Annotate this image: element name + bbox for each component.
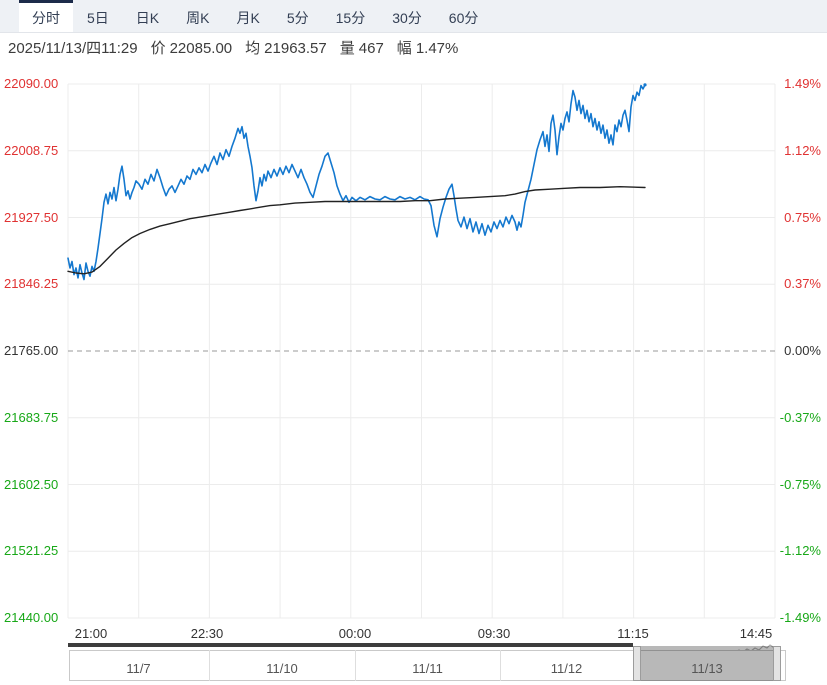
x-axis-label: 21:00: [74, 626, 108, 641]
quote-change-range: 幅 1.47%: [396, 40, 459, 57]
y-axis-left-label: 21927.50: [4, 209, 59, 225]
y-axis-right-label: -0.75%: [779, 476, 821, 492]
y-axis-left-label: 22008.75: [4, 142, 59, 158]
y-axis-right-label: -1.49%: [779, 610, 821, 625]
tab-15min[interactable]: 15分: [335, 9, 366, 26]
y-axis-left-label: 21765.00: [4, 343, 59, 358]
price-line-endpoint: [643, 83, 647, 87]
y-axis-right-label: 1.12%: [784, 142, 821, 158]
navigator-date-label: 11/7: [126, 661, 151, 676]
x-axis-label: 14:45: [739, 626, 773, 641]
tab-day-k[interactable]: 日K: [135, 9, 160, 26]
quote-volume: 量 467: [339, 40, 384, 57]
period-tabbar: 分时 5日 日K 周K 月K 5分 15分 30分 60分: [0, 0, 827, 33]
tab-month-k[interactable]: 月K: [236, 9, 260, 26]
quote-average: 均 21963.57: [245, 40, 327, 57]
tab-fenshi[interactable]: 分时: [19, 0, 73, 32]
navigator-date-label: 11/13: [691, 661, 723, 676]
price-line: [67, 84, 646, 281]
y-axis-right-label: 1.49%: [784, 76, 821, 91]
tab-5day[interactable]: 5日: [87, 9, 109, 26]
time-scrollbar[interactable]: [68, 643, 633, 647]
x-axis-label: 22:30: [190, 626, 224, 641]
average-line: [67, 185, 646, 275]
tab-week-k[interactable]: 周K: [186, 9, 210, 26]
y-axis-right-label: 0.75%: [784, 209, 821, 225]
y-axis-left-label: 21602.50: [4, 476, 59, 492]
y-axis-left-label: 22090.00: [4, 76, 59, 91]
navigator-divider: [209, 650, 210, 681]
y-axis-right-label: 0.00%: [784, 343, 821, 358]
x-axis-label: 00:00: [338, 626, 372, 641]
x-axis-label: 11:15: [617, 626, 649, 641]
y-axis-right-label: -1.12%: [779, 543, 821, 559]
tab-5min[interactable]: 5分: [286, 9, 309, 26]
navigator-handle-right[interactable]: [773, 646, 781, 681]
x-axis-label: 09:30: [477, 626, 511, 641]
navigator-date-label: 11/12: [550, 661, 583, 676]
tab-30min[interactable]: 30分: [392, 9, 422, 26]
navigator-divider: [355, 650, 356, 681]
y-axis-left-label: 21846.25: [4, 276, 59, 292]
tab-60min[interactable]: 60分: [448, 9, 479, 26]
navigator-date-label: 11/10: [266, 661, 298, 676]
quote-price: 价 22085.00: [150, 40, 233, 57]
y-axis-left-label: 21683.75: [4, 409, 59, 425]
navigator-divider: [500, 650, 501, 681]
navigator-date-label: 11/11: [412, 661, 443, 676]
y-axis-right-label: 0.37%: [784, 276, 821, 292]
date-navigator[interactable]: [69, 650, 786, 681]
y-axis-left-label: 21440.00: [4, 610, 59, 625]
quote-datetime: 2025/11/13/四11:29: [8, 40, 138, 57]
navigator-selection[interactable]: [633, 646, 781, 681]
y-axis-left-label: 21521.25: [4, 543, 59, 559]
navigator-handle-left[interactable]: [633, 646, 641, 681]
y-axis-right-label: -0.37%: [779, 409, 821, 425]
